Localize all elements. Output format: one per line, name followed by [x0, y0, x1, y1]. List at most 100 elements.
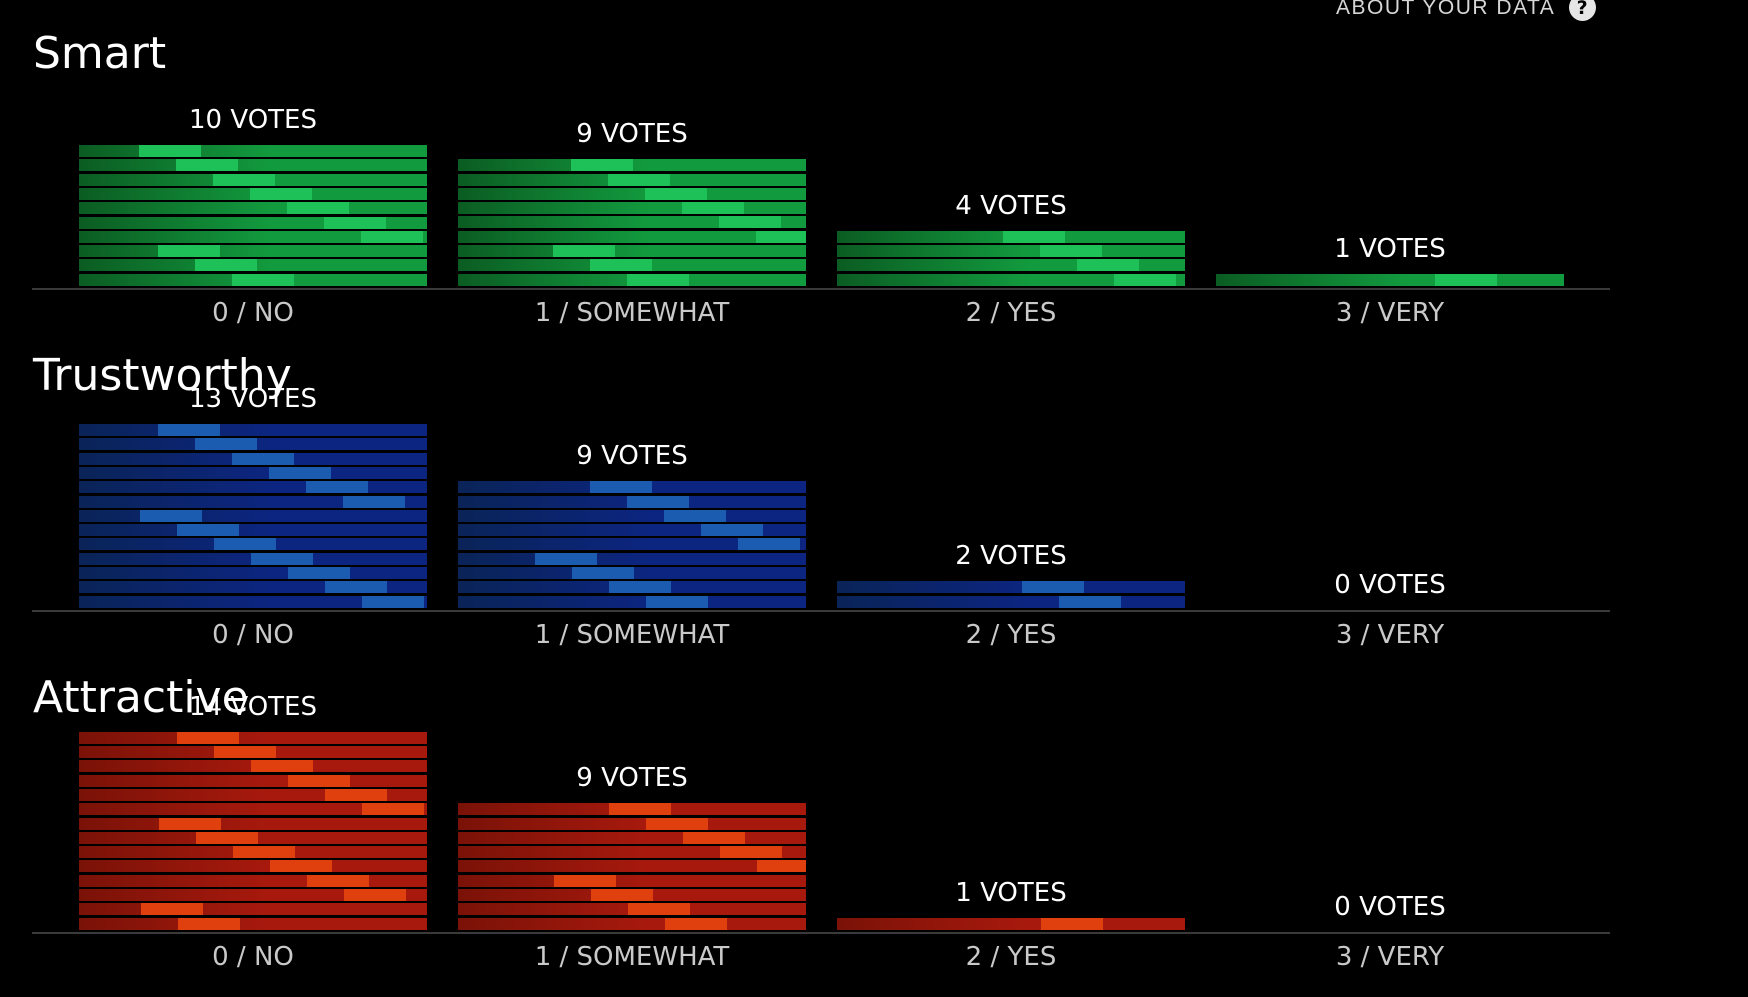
bar-trustworthy-2[interactable] — [837, 581, 1185, 610]
vote-stripe-highlight — [665, 917, 727, 930]
vote-stripe — [79, 216, 427, 229]
vote-stripe-highlight — [645, 187, 707, 200]
vote-count-label: 1 VOTES — [1334, 233, 1446, 264]
vote-stripe-highlight — [646, 595, 708, 608]
vote-stripe-highlight — [719, 216, 781, 229]
chart-title-attractive: Attractive — [33, 672, 249, 723]
vote-stripe — [458, 889, 806, 902]
vote-stripe — [458, 173, 806, 186]
bar-attractive-1[interactable] — [458, 803, 806, 932]
vote-count-label: 1 VOTES — [955, 877, 1067, 908]
vote-count-label: 13 VOTES — [189, 384, 317, 415]
vote-stripe — [458, 216, 806, 229]
category-label: 0 / NO — [212, 942, 294, 972]
vote-stripe-highlight — [627, 273, 689, 286]
vote-stripe-highlight — [140, 509, 202, 522]
chart-baseline — [32, 288, 1610, 290]
vote-stripe-highlight — [232, 273, 294, 286]
vote-stripe — [79, 746, 427, 759]
vote-stripe-highlight — [158, 245, 220, 258]
vote-stripe — [79, 230, 427, 243]
chart-title-smart: Smart — [33, 28, 167, 79]
category-label: 1 / SOMEWHAT — [534, 298, 730, 328]
vote-stripe — [458, 187, 806, 200]
vote-stripe — [79, 552, 427, 565]
vote-stripe-highlight — [177, 524, 239, 537]
vote-stripe-highlight — [720, 846, 782, 859]
vote-stripe-highlight — [572, 567, 634, 580]
vote-stripe — [79, 538, 427, 551]
category-label: 1 / SOMEWHAT — [534, 942, 730, 972]
vote-stripe-highlight — [287, 202, 349, 215]
vote-stripe-highlight — [1059, 595, 1121, 608]
vote-stripe — [837, 230, 1185, 243]
bar-attractive-2[interactable] — [837, 917, 1185, 932]
bar-smart-3[interactable] — [1216, 273, 1564, 288]
vote-stripe — [458, 817, 806, 830]
vote-stripe — [458, 581, 806, 594]
vote-stripe — [79, 803, 427, 816]
vote-stripe — [79, 173, 427, 186]
vote-stripe-highlight — [1040, 245, 1102, 258]
vote-stripe — [79, 846, 427, 859]
vote-stripe — [79, 567, 427, 580]
bar-smart-0[interactable] — [79, 145, 427, 288]
vote-stripe — [458, 860, 806, 873]
category-label: 2 / YES — [965, 298, 1057, 328]
vote-stripe-highlight — [195, 438, 257, 451]
about-your-data-link[interactable]: ABOUT YOUR DATA ? — [1336, 0, 1597, 21]
vote-stripe — [458, 917, 806, 930]
vote-stripe-highlight — [608, 173, 670, 186]
vote-stripe — [458, 538, 806, 551]
vote-stripe — [458, 481, 806, 494]
vote-stripe-highlight — [664, 509, 726, 522]
category-label: 0 / NO — [212, 298, 294, 328]
bar-trustworthy-1[interactable] — [458, 481, 806, 610]
vote-stripe — [458, 903, 806, 916]
vote-stripe — [79, 202, 427, 215]
bar-trustworthy-0[interactable] — [79, 424, 427, 610]
vote-stripe — [79, 788, 427, 801]
bar-smart-1[interactable] — [458, 159, 806, 288]
vote-stripe-highlight — [325, 581, 387, 594]
vote-stripe-highlight — [213, 173, 275, 186]
vote-stripe — [837, 245, 1185, 258]
question-circle-icon: ? — [1569, 0, 1597, 21]
vote-stripe — [458, 552, 806, 565]
vote-stripe — [79, 438, 427, 451]
vote-stripe-highlight — [250, 187, 312, 200]
vote-stripe — [79, 889, 427, 902]
vote-stripe — [79, 760, 427, 773]
vote-stripe-highlight — [344, 889, 406, 902]
vote-stripe — [79, 495, 427, 508]
bar-attractive-0[interactable] — [79, 731, 427, 932]
vote-stripe-highlight — [1435, 273, 1497, 286]
category-label: 3 / VERY — [1335, 942, 1445, 972]
vote-stripe — [79, 259, 427, 272]
chart-title-trustworthy: Trustworthy — [33, 350, 292, 401]
vote-stripe-highlight — [1003, 230, 1065, 243]
vote-stripe — [837, 917, 1185, 930]
bar-smart-2[interactable] — [837, 230, 1185, 288]
vote-stripe-highlight — [591, 889, 653, 902]
vote-stripe-highlight — [251, 760, 313, 773]
vote-stripe-highlight — [609, 581, 671, 594]
vote-stripe-highlight — [196, 831, 258, 844]
vote-stripe-highlight — [738, 538, 800, 551]
vote-stripe — [79, 187, 427, 200]
vote-stripe — [458, 159, 806, 172]
vote-stripe-highlight — [214, 538, 276, 551]
vote-stripe — [79, 581, 427, 594]
vote-stripe-highlight — [701, 524, 763, 537]
vote-stripe — [79, 774, 427, 787]
vote-stripe-highlight — [590, 481, 652, 494]
vote-stripe — [79, 917, 427, 930]
category-label: 1 / SOMEWHAT — [534, 620, 730, 650]
vote-stripe-highlight — [361, 230, 423, 243]
vote-stripe-highlight — [141, 903, 203, 916]
vote-stripe — [79, 595, 427, 608]
about-your-data-label: ABOUT YOUR DATA — [1336, 0, 1556, 19]
vote-stripe — [837, 273, 1185, 286]
vote-stripe — [79, 817, 427, 830]
vote-stripe — [79, 874, 427, 887]
